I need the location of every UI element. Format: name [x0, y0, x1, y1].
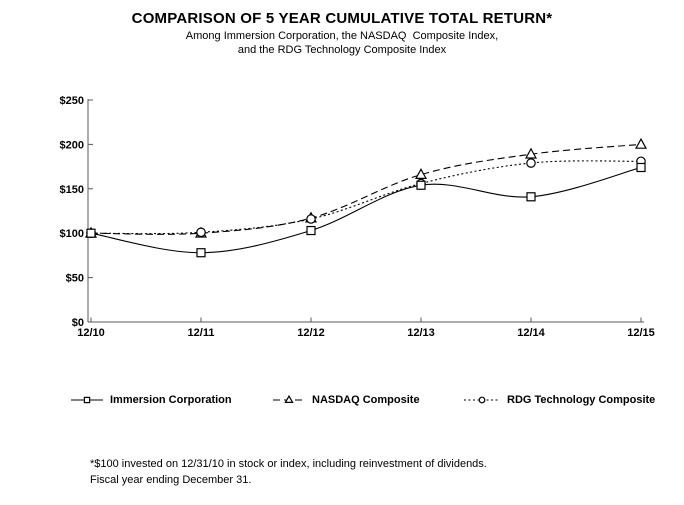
chart-subtitle-line1: Among Immersion Corporation, the NASDAQ … — [185, 30, 499, 42]
svg-text:12/13: 12/13 — [407, 327, 435, 339]
legend-item-rdg: RDG Technology Composite — [463, 392, 655, 408]
legend-label: Immersion Corporation — [110, 394, 232, 406]
footnote-line2: Fiscal year ending December 31. — [90, 474, 252, 486]
svg-text:12/15: 12/15 — [627, 327, 655, 339]
nasdaq-line-marker-icon — [273, 394, 305, 403]
legend-item-immersion: Immersion Corporation — [70, 392, 232, 408]
chart-title: COMPARISON OF 5 YEAR CUMULATIVE TOTAL RE… — [131, 10, 553, 27]
svg-text:$100: $100 — [60, 228, 84, 240]
legend-label: NASDAQ Composite — [312, 394, 420, 406]
legend-label: RDG Technology Composite — [507, 394, 656, 406]
svg-text:$200: $200 — [60, 139, 84, 151]
legend-item-nasdaq: NASDAQ Composite — [272, 392, 420, 408]
svg-text:12/14: 12/14 — [517, 327, 545, 339]
svg-text:$0: $0 — [72, 317, 84, 329]
legend: Immersion Corporation NASDAQ Composite R… — [0, 392, 684, 410]
svg-text:12/10: 12/10 — [77, 327, 105, 339]
svg-text:$50: $50 — [66, 273, 84, 285]
rdg-line-marker-icon — [464, 396, 500, 404]
svg-text:12/12: 12/12 — [297, 327, 325, 339]
line-chart: $0 $50 $100 $150 $200 $250 12/10 12/11 12/12 12/1… — [60, 95, 655, 339]
immersion-line-marker-icon — [71, 396, 103, 404]
footnote-line1: *$100 invested on 12/31/10 in stock or i… — [90, 458, 487, 470]
svg-text:$250: $250 — [60, 95, 84, 107]
chart-footnote: *$100 invested on 12/31/10 in stock or i… — [90, 456, 487, 488]
chart-subtitle-line2: and the RDG Technology Composite Index — [237, 44, 447, 56]
svg-text:12/11: 12/11 — [188, 327, 215, 339]
svg-text:$150: $150 — [60, 184, 84, 196]
